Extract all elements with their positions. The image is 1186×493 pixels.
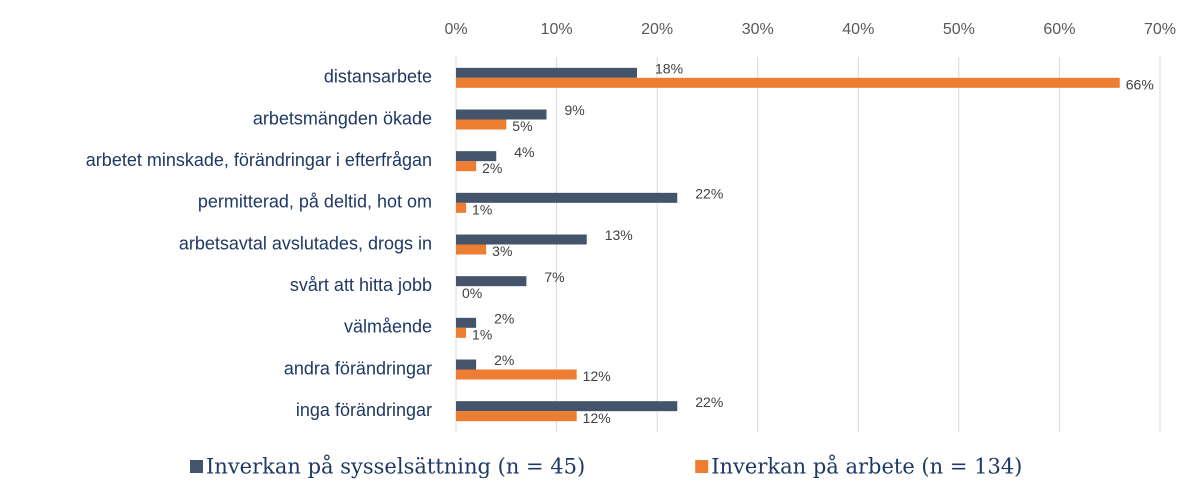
- x-tick-label: 70%: [1144, 21, 1176, 38]
- legend-label: Inverkan på sysselsättning (n = 45): [206, 455, 585, 479]
- legend-swatch: [695, 460, 709, 473]
- value-label: 22%: [695, 394, 723, 410]
- value-label: 1%: [472, 327, 492, 343]
- x-tick-label: 0%: [444, 21, 467, 38]
- value-label: 12%: [583, 410, 611, 426]
- value-label: 9%: [565, 102, 585, 118]
- bar: [456, 411, 577, 422]
- value-label: 2%: [494, 352, 514, 368]
- legend-swatch: [190, 460, 203, 473]
- bar: [456, 276, 527, 287]
- category-label: andra förändringar: [284, 358, 432, 378]
- bar: [456, 192, 678, 203]
- x-tick-label: 20%: [641, 21, 673, 38]
- bar: [456, 151, 497, 162]
- value-label: 2%: [482, 160, 502, 176]
- value-label: 13%: [605, 227, 633, 243]
- bar: [456, 119, 507, 130]
- bar: [456, 369, 577, 380]
- bar: [456, 317, 477, 328]
- value-label: 0%: [462, 285, 482, 301]
- value-label: 5%: [512, 118, 532, 134]
- bar: [456, 234, 587, 245]
- value-label: 66%: [1126, 77, 1154, 93]
- category-label: arbetet minskade, förändringar i efterfr…: [86, 150, 432, 170]
- value-label: 1%: [472, 202, 492, 218]
- legend-label: Inverkan på arbete (n = 134): [711, 455, 1022, 479]
- category-label: inga förändringar: [296, 400, 432, 420]
- bar: [456, 67, 638, 78]
- x-tick-label: 40%: [842, 21, 874, 38]
- x-tick-label: 30%: [742, 21, 774, 38]
- category-label: välmående: [344, 317, 432, 337]
- bar: [456, 77, 1120, 88]
- value-label: 18%: [655, 61, 683, 77]
- value-label: 2%: [494, 311, 514, 327]
- bar: [456, 109, 547, 120]
- bar: [456, 401, 678, 412]
- bar: [456, 244, 487, 255]
- bar: [456, 359, 477, 370]
- value-label: 3%: [492, 243, 512, 259]
- category-label: arbetsmängden ökade: [253, 108, 432, 128]
- category-label: svårt att hitta jobb: [290, 275, 432, 295]
- value-label: 12%: [583, 368, 611, 384]
- value-label: 4%: [514, 144, 534, 160]
- x-tick-label: 10%: [541, 21, 573, 38]
- value-label: 7%: [544, 269, 564, 285]
- value-label: 22%: [695, 186, 723, 202]
- category-label: permitterad, på deltid, hot om: [198, 192, 432, 212]
- category-label: arbetsavtal avslutades, drogs in: [179, 233, 432, 253]
- bar: [456, 161, 477, 172]
- bar: [456, 327, 467, 338]
- x-tick-label: 50%: [943, 21, 975, 38]
- bar: [456, 202, 467, 213]
- category-label: distansarbete: [324, 67, 432, 87]
- x-tick-label: 60%: [1043, 21, 1075, 38]
